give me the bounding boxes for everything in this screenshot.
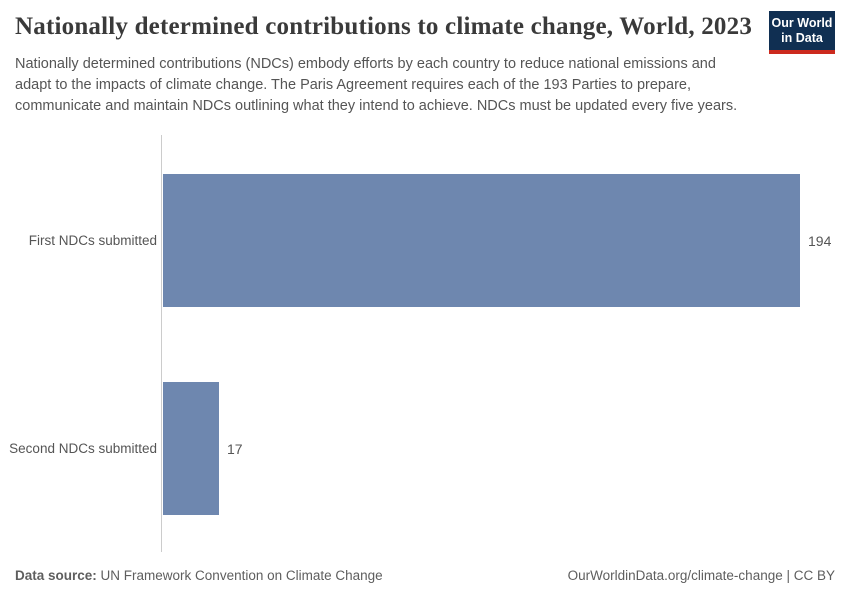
chart-title: Nationally determined contributions to c… <box>15 13 753 40</box>
chart-header: Nationally determined contributions to c… <box>15 13 835 41</box>
bar-second-ndcs[interactable] <box>163 382 219 515</box>
bar-value-label: 17 <box>227 440 243 457</box>
owid-logo-line1: Our World <box>771 16 833 30</box>
data-source-name: UN Framework Convention on Climate Chang… <box>100 568 383 583</box>
bar-first-ndcs[interactable] <box>163 174 800 307</box>
category-label-first-ndcs: First NDCs submitted <box>28 233 157 248</box>
data-source: Data source: UN Framework Convention on … <box>15 568 383 583</box>
bar-row-second-ndcs: 17 <box>163 382 243 515</box>
bar-row-first-ndcs: 194 <box>163 174 831 307</box>
y-axis-line <box>161 135 162 552</box>
owid-logo[interactable]: Our World in Data <box>769 11 835 54</box>
bar-value-label: 194 <box>808 232 832 249</box>
owid-logo-line2: in Data <box>781 31 823 45</box>
category-label-second-ndcs: Second NDCs submitted <box>9 441 157 456</box>
data-source-label: Data source: <box>15 568 97 583</box>
chart-subtitle: Nationally determined contributions (NDC… <box>15 56 738 114</box>
credit-line[interactable]: OurWorldinData.org/climate-change | CC B… <box>567 568 835 583</box>
chart-footer: Data source: UN Framework Convention on … <box>15 568 835 583</box>
